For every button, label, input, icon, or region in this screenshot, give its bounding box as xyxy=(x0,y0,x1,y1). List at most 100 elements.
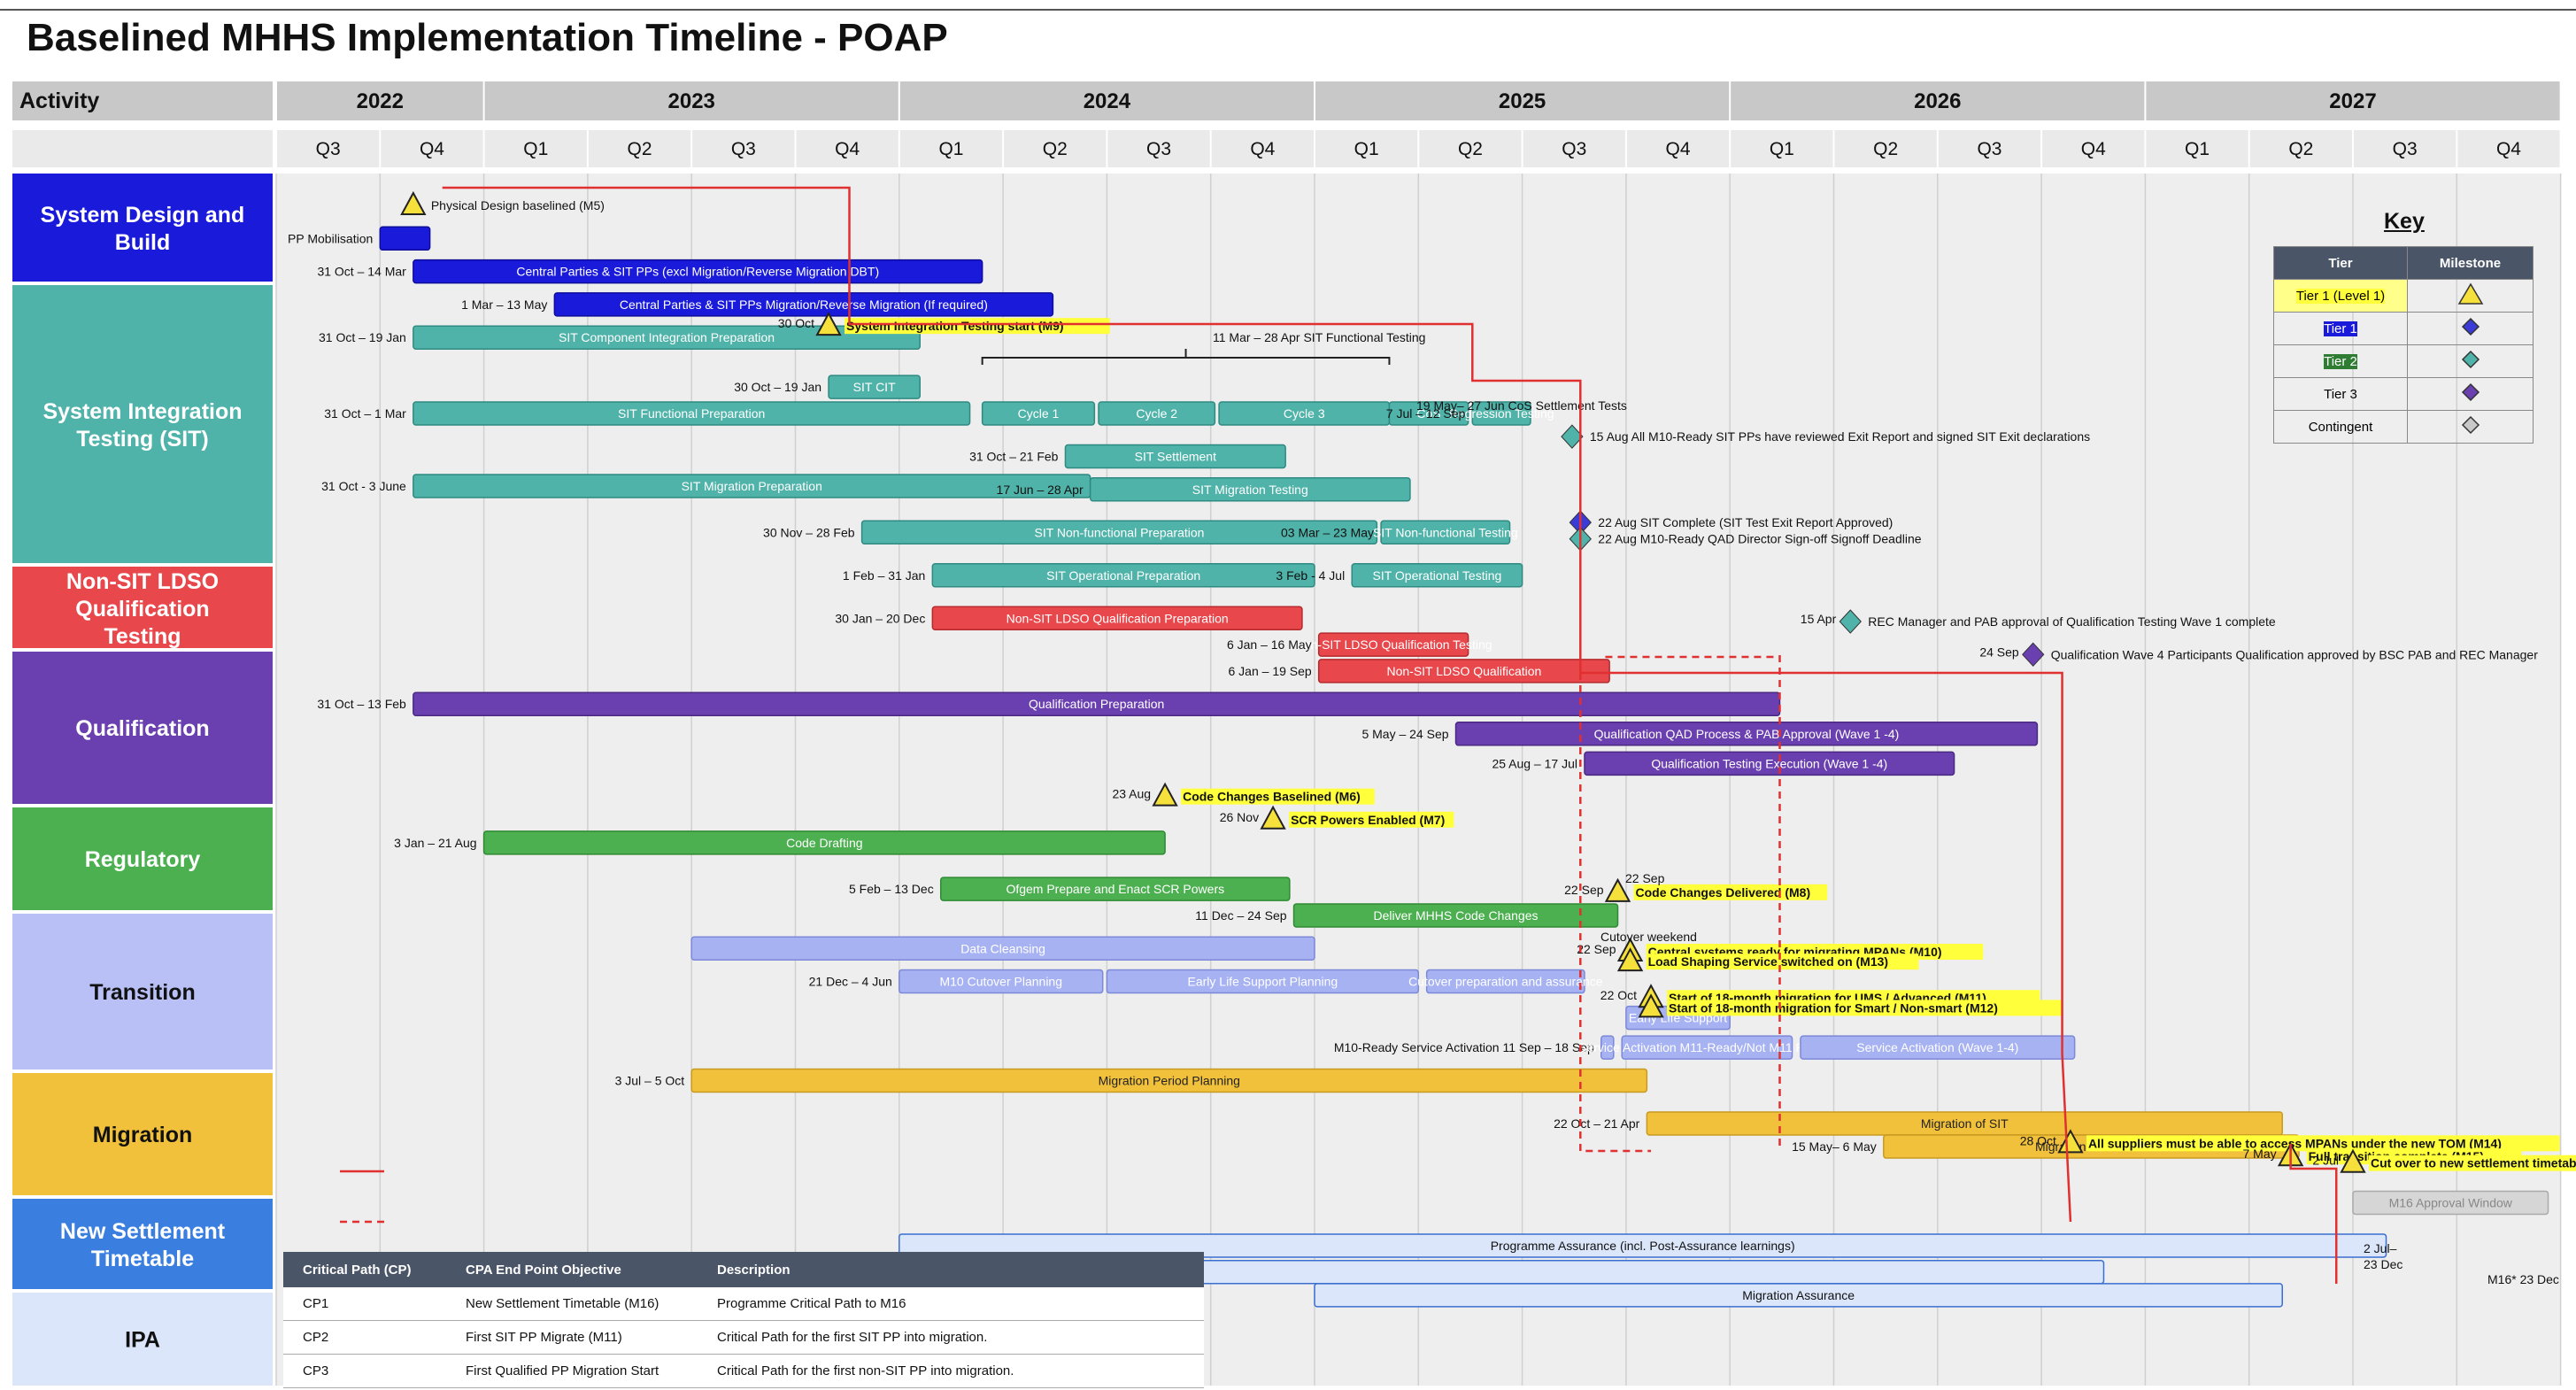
milestone-label: Start of 18-month migration for Smart / … xyxy=(1669,1000,1998,1015)
key-row: Tier 1 (Level 1) xyxy=(2273,279,2534,313)
milestone-date: 7 May xyxy=(2242,1147,2276,1161)
milestone-label: SCR Powers Enabled (M7) xyxy=(1291,813,1445,827)
gantt-bar-label: SIT Migration Preparation xyxy=(682,479,822,493)
gantt-bar xyxy=(2352,1190,2549,1216)
year-header-cell xyxy=(2146,81,2560,120)
bracket-sit-functional-testing xyxy=(981,349,1391,365)
gantt-bar-label: SIT Settlement xyxy=(1135,449,1216,463)
gantt-bar-label: Programme Assurance (incl. Post-Assuranc… xyxy=(1491,1239,1795,1253)
gantt-bar xyxy=(1380,520,1511,545)
gantt-bar xyxy=(1471,401,1531,426)
gantt-bar-date: 31 Oct – 19 Jan xyxy=(319,330,406,344)
gantt-bar-date: 3 Feb - 4 Jul xyxy=(1276,568,1345,583)
key-tier: Tier 1 (Level 1) xyxy=(2273,279,2408,313)
milestone-highlight xyxy=(2369,1154,2576,1171)
quarter-header-cell xyxy=(2457,130,2560,167)
gantt-bar xyxy=(413,401,971,426)
quarter-label: Q3 xyxy=(1146,139,1171,159)
gantt-bar-label: Central Parties & SIT PPs (excl Migratio… xyxy=(516,265,879,279)
gantt-bar-label: Migration Period Planning xyxy=(1099,1073,1240,1087)
gantt-bar-label: SIT Migration Testing xyxy=(1192,483,1308,497)
gantt-bar xyxy=(1584,751,1955,776)
milestone-label: All suppliers must be able to access MPA… xyxy=(2088,1136,2502,1150)
gantt-bar-label: Qualification Preparation xyxy=(1029,697,1164,711)
milestone-highlight xyxy=(1667,1000,2062,1016)
gantt-bar-date: 31 Oct – 13 Feb xyxy=(317,697,406,711)
quarter-header-cell xyxy=(1731,130,1833,167)
milestone-label: REC Manager and PAB approval of Qualific… xyxy=(1868,614,2276,629)
year-header-cell xyxy=(1731,81,2145,120)
gantt-bar-label: Cycle 2 xyxy=(1136,406,1177,421)
year-header-cell xyxy=(1315,81,1730,120)
quarter-label: Q2 xyxy=(1043,139,1068,159)
gantt-bar-label: Cycle 1 xyxy=(1018,406,1060,421)
cp-cell: Programme Critical Path to M16 xyxy=(698,1287,1204,1321)
gantt-bar xyxy=(1098,401,1216,426)
cp-row: CP3 First Qualified PP Migration Start Cri… xyxy=(283,1354,1204,1388)
cp-cell: First Qualified PP Migration Start xyxy=(446,1354,698,1388)
gantt-bar xyxy=(413,691,1781,716)
quarter-label: Q4 xyxy=(835,139,860,159)
quarter-header-cell xyxy=(1107,130,1210,167)
key-header-tier: Tier xyxy=(2273,246,2408,280)
year-label: 2025 xyxy=(1499,89,1546,113)
gantt-bar-date: 7 Jul – 12 Sep xyxy=(1386,406,1466,421)
quarter-header-cell xyxy=(2146,130,2248,167)
milestone-label: Qualification Wave 4 Participants Qualif… xyxy=(2051,647,2539,661)
gantt-bar xyxy=(1600,1035,1615,1060)
milestone-triangle xyxy=(2340,1148,2366,1173)
year-label: 2024 xyxy=(1084,89,1131,113)
gantt-bar-label: Service Activation (Wave 1-4) xyxy=(1856,1040,2018,1054)
gantt-bar-date: 03 Mar – 23 May xyxy=(1281,525,1374,539)
quarter-label: Q4 xyxy=(1250,139,1275,159)
gantt-bar-date: 31 Oct – 1 Mar xyxy=(324,406,406,421)
gantt-bar xyxy=(1106,969,1420,994)
milestone-date: 15 Apr xyxy=(1801,612,1837,626)
milestone-label: Load Shaping Service switched on (M13) xyxy=(1648,954,1889,969)
milestone-diamond xyxy=(1561,424,1584,449)
quarter-label: Q4 xyxy=(2081,139,2106,159)
workstream-label: Non-SIT LDSO Qualification Testing xyxy=(66,569,219,649)
gantt-bar xyxy=(1317,659,1610,683)
gantt-bar xyxy=(939,876,1291,901)
quarter-header-cell xyxy=(2042,130,2145,167)
page-title: Baselined MHHS Implementation Timeline -… xyxy=(27,16,948,59)
gantt-bar-date: M10-Ready Service Activation 11 Sep – 18… xyxy=(1334,1040,1594,1054)
workstream-panel xyxy=(12,914,273,1070)
gantt-bar-label: Migration of SIT xyxy=(1921,1116,2009,1131)
annotation-text: 11 Mar – 28 Apr SIT Functional Testing xyxy=(1213,330,1425,344)
workstream-panel xyxy=(12,807,273,910)
cp-cell: First SIT PP Migrate (M11) xyxy=(446,1320,698,1355)
milestone-triangle xyxy=(815,312,842,336)
gantt-bar-date: 6 Jan – 19 Sep xyxy=(1229,664,1312,678)
gantt-bar-label: Data Cleansing xyxy=(960,941,1045,955)
top-rule xyxy=(0,9,2576,11)
gantt-bar xyxy=(1425,969,1585,994)
gantt-bar-date: 17 Jun – 28 Apr xyxy=(997,483,1084,497)
key-tier-label: Tier 3 xyxy=(2324,386,2357,402)
gantt-bar xyxy=(1064,444,1286,469)
quarter-header-cell xyxy=(1211,130,1314,167)
milestone-date: 30 Oct xyxy=(778,316,814,330)
cp-row: CP1 New Settlement Timetable (M16) Program… xyxy=(283,1287,1204,1321)
quarter-header-cell xyxy=(1523,130,1625,167)
milestone-triangle xyxy=(400,190,427,215)
gantt-bar xyxy=(1314,1283,2283,1308)
quarter-header-cell xyxy=(1419,130,1522,167)
gantt-bar xyxy=(413,325,922,350)
milestone-label: Cut over to new settlement timetable (M1… xyxy=(2371,1156,2576,1170)
gantt-bar-label: Early Life Support Planning xyxy=(1188,975,1338,989)
workstream-label: Qualification xyxy=(75,716,209,741)
quarter-label: Q1 xyxy=(2185,139,2210,159)
cp-cell: CP3 xyxy=(283,1354,446,1388)
quarter-header-cell xyxy=(1626,130,1730,167)
gantt-bar xyxy=(981,401,1096,426)
gantt-bar-label: Deliver MHHS Code Changes xyxy=(1374,908,1539,923)
gantt-bar xyxy=(413,259,983,284)
gantt-bar-label: SIT CIT xyxy=(853,380,896,394)
gantt-bar-label: Cycle 3 xyxy=(1284,406,1325,421)
annotation-text: M16* 23 Dec xyxy=(2487,1272,2559,1286)
critical-path-line xyxy=(1579,673,1652,1153)
gantt-bar-label: Cutover preparation and assurance xyxy=(1408,975,1603,989)
